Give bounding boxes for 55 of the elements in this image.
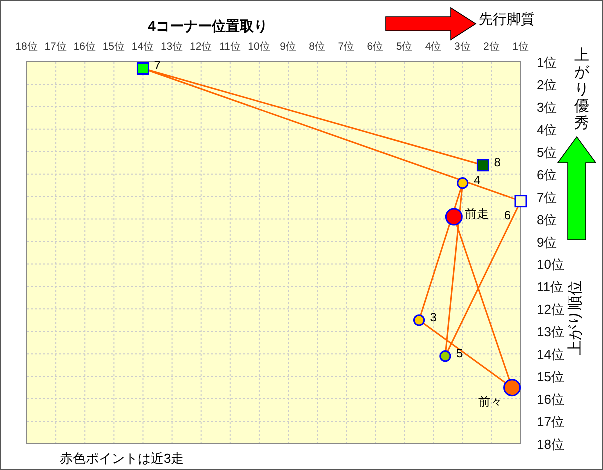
annotation: 6	[504, 208, 512, 222]
point	[476, 159, 490, 172]
y-tick-label: 5位	[537, 144, 558, 160]
point	[413, 314, 426, 326]
x-tick-label: 1位	[512, 41, 530, 53]
y-tick-label: 1位	[537, 55, 558, 70]
x-tick-label: 15位	[102, 41, 126, 53]
text: 先行脚質	[479, 11, 535, 27]
annotation: 前走	[465, 207, 490, 222]
x-tick-label: 10位	[248, 41, 271, 53]
y-tick-label: 12位	[537, 302, 564, 318]
y-tick-label: 9位	[537, 234, 558, 250]
x-tick-label: 14位	[132, 41, 155, 53]
y-tick-label: 3位	[537, 100, 558, 115]
annotation: 8	[494, 155, 502, 170]
y-tick-label: 10位	[537, 257, 564, 272]
x-tick-label: 3位	[454, 41, 472, 53]
y-tick-label: 6位	[537, 167, 558, 182]
y-tick-label: 14位	[537, 347, 564, 362]
x-tick-label: 4位	[425, 41, 442, 53]
y-tick-label: 17位	[537, 414, 564, 430]
annotation: 3	[430, 310, 438, 324]
x-tick-label: 18位	[16, 41, 38, 53]
x-tick-label: 17位	[44, 41, 68, 53]
x-tick-label: 11位	[219, 41, 242, 53]
x-tick-label: 2位	[484, 41, 500, 53]
y-axis-title: 上がり順位	[567, 280, 584, 356]
annotation: 5	[456, 346, 464, 360]
y-tick-label: 4位	[537, 122, 558, 138]
x-tick-label: 16位	[74, 41, 96, 53]
point	[457, 178, 469, 190]
x-tick-label: 9位	[280, 41, 297, 53]
y-tick-label: 18位	[537, 437, 564, 452]
x-tick-label: 8位	[309, 41, 326, 53]
y-tick-label: 13位	[537, 324, 564, 340]
annotation: 前々	[478, 394, 502, 409]
x-tick-label: 7位	[338, 41, 356, 53]
annotation: 7	[154, 58, 162, 73]
x-tick-label: 5位	[396, 41, 414, 53]
text: 上がり優秀	[574, 47, 590, 132]
y-tick-label: 11位	[537, 280, 564, 295]
y-tick-label: 2位	[537, 77, 558, 92]
x-tick-label: 13位	[160, 41, 184, 53]
point	[136, 62, 150, 75]
text: 赤色ポイントは近3走	[60, 451, 184, 466]
y-tick-label: 16位	[537, 392, 564, 408]
x-axis-title: 4コーナー位置取り	[148, 18, 268, 34]
x-tick-label: 12位	[190, 41, 213, 53]
x-tick-label: 6位	[367, 41, 384, 53]
point	[440, 350, 452, 362]
annotation: 4	[474, 173, 481, 188]
y-tick-label: 7位	[537, 190, 558, 205]
y-tick-label: 15位	[537, 370, 564, 385]
y-tick-label: 8位	[537, 212, 558, 228]
point	[514, 195, 528, 208]
